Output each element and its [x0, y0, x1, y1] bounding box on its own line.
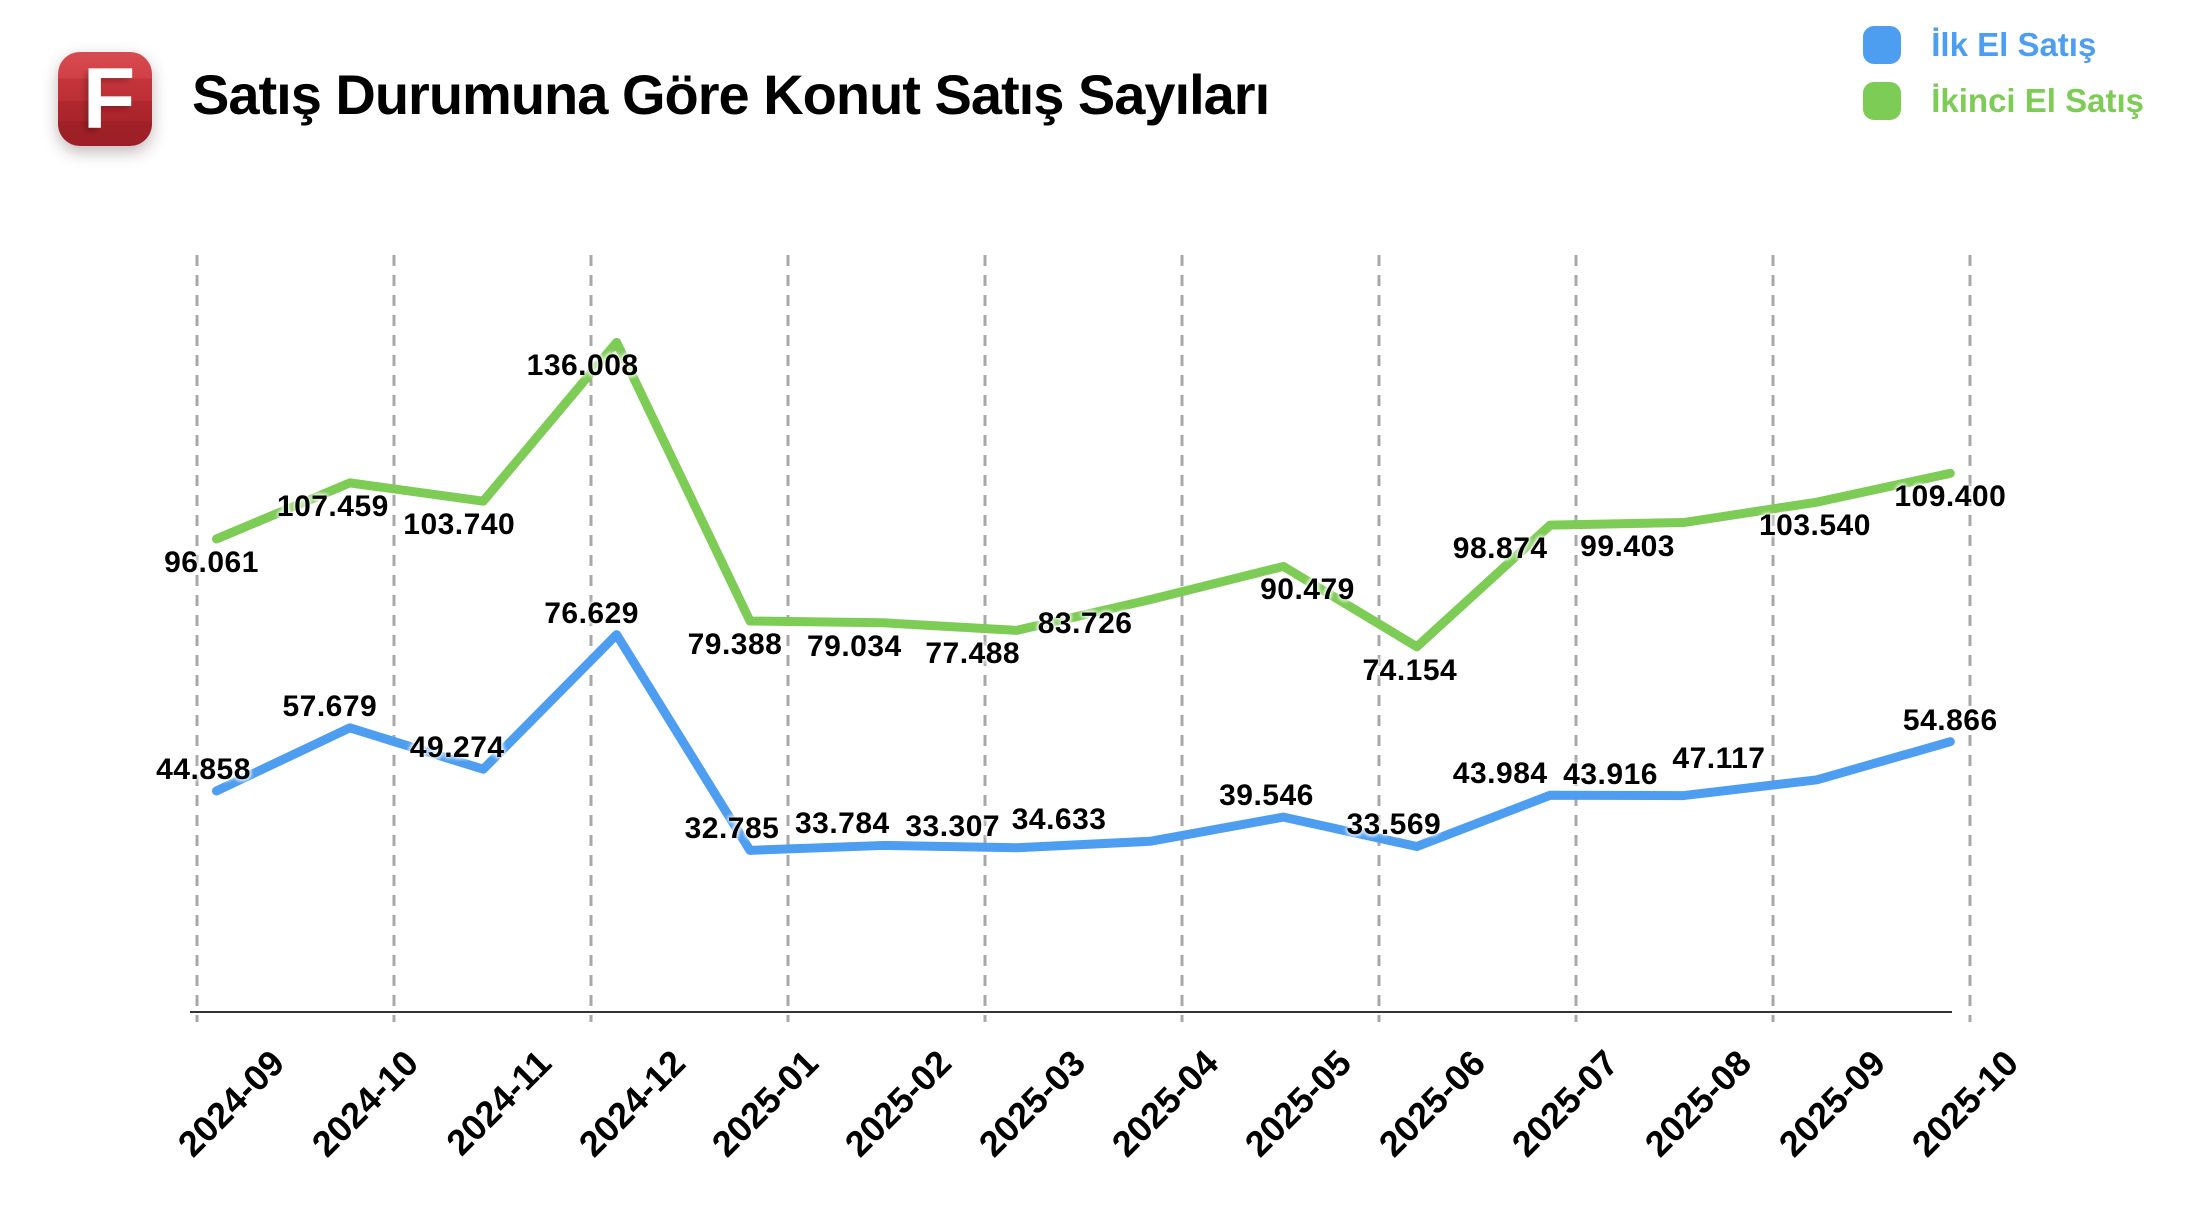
logo-letter-icon: F — [82, 51, 136, 147]
value-label: 83.726 — [1037, 606, 1133, 640]
legend-item[interactable]: İkinci El Satış — [1863, 82, 2144, 120]
value-label: 33.307 — [905, 809, 1001, 843]
value-label: 32.785 — [684, 812, 780, 846]
value-label: 49.274 — [409, 731, 505, 765]
value-label: 136.008 — [526, 349, 639, 383]
legend-item[interactable]: İlk El Satış — [1863, 26, 2144, 64]
value-label: 103.540 — [1758, 509, 1871, 543]
series-line-ilk-el-satis — [212, 630, 1955, 855]
value-label: 103.740 — [403, 508, 516, 542]
value-label: 47.117 — [1672, 741, 1766, 775]
value-label: 74.154 — [1362, 653, 1458, 687]
value-label: 98.874 — [1452, 532, 1548, 566]
value-label: 43.916 — [1563, 757, 1658, 791]
legend: İlk El Satış İkinci El Satış — [1863, 26, 2144, 138]
value-label: 43.984 — [1452, 757, 1548, 791]
value-label: 76.629 — [544, 596, 639, 630]
legend-item-label: İlk El Satış — [1931, 26, 2097, 63]
value-label: 54.866 — [1902, 703, 1998, 737]
value-label: 33.784 — [794, 807, 890, 841]
legend-item-label: İkinci El Satış — [1931, 82, 2144, 119]
value-label: 77.488 — [925, 637, 1021, 671]
value-label: 34.633 — [1011, 803, 1107, 837]
value-label: 33.569 — [1346, 808, 1442, 842]
value-label: 99.403 — [1580, 529, 1675, 563]
value-label: 90.479 — [1260, 573, 1355, 607]
value-label: 79.388 — [687, 628, 783, 661]
value-label: 44.858 — [156, 752, 251, 786]
value-label: 109.400 — [1894, 480, 2007, 514]
value-label: 39.546 — [1219, 779, 1314, 813]
value-label: 79.034 — [806, 629, 902, 663]
legend-swatch-icon — [1863, 82, 1902, 120]
value-label: 96.061 — [164, 545, 259, 579]
legend-swatch-icon — [1863, 26, 1902, 64]
value-label: 57.679 — [282, 689, 378, 723]
value-label: 107.459 — [276, 489, 389, 523]
series-line-ikinci-el-satis — [212, 337, 1955, 652]
app-logo: F — [58, 52, 152, 146]
chart-title: Satış Durumuna Göre Konut Satış Sayıları — [192, 63, 1270, 126]
